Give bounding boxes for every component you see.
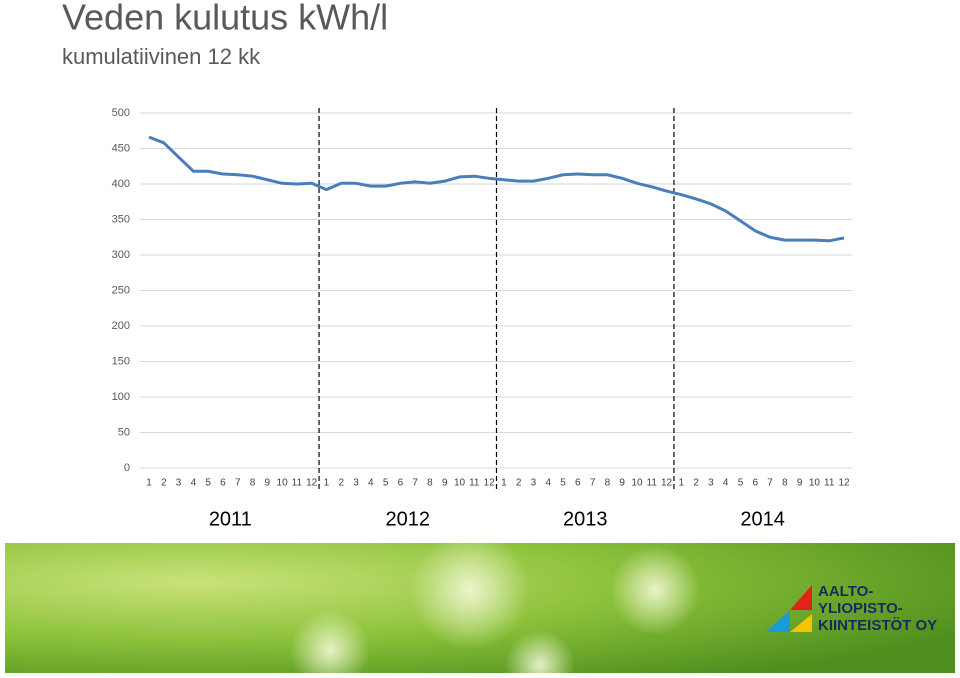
x-tick-label: 3 [708,478,714,489]
x-tick-label: 2 [693,478,699,489]
y-tick-label: 100 [112,391,130,403]
bokeh [610,545,700,635]
x-tick-label: 3 [531,478,537,489]
x-tick-label: 12 [306,478,318,489]
y-tick-label: 250 [112,284,130,296]
x-tick-label: 5 [383,478,389,489]
x-tick-label: 6 [575,478,581,489]
x-tick-label: 11 [647,478,658,489]
y-tick-label: 50 [118,426,130,438]
logo-text: AALTO- [818,583,873,600]
x-tick-label: 9 [442,478,448,489]
group-label: 2012 [386,508,431,530]
x-tick-label: 4 [368,478,374,489]
bokeh [505,630,575,678]
x-tick-label: 10 [631,478,643,489]
x-tick-label: 5 [738,478,744,489]
y-tick-label: 500 [112,107,130,119]
x-tick-label: 2 [516,478,522,489]
x-tick-label: 6 [752,478,758,489]
y-tick-label: 350 [112,213,130,225]
x-tick-label: 5 [560,478,566,489]
group-label: 2011 [209,508,252,530]
y-tick-label: 450 [112,142,130,154]
logo-mark [790,614,812,632]
x-tick-label: 9 [797,478,803,489]
x-tick-label: 4 [723,478,729,489]
x-tick-label: 9 [265,478,271,489]
x-tick-label: 8 [782,478,788,489]
x-tick-label: 7 [767,478,773,489]
x-tick-label: 8 [427,478,433,489]
x-tick-label: 4 [191,478,197,489]
group-label: 2014 [740,508,785,530]
x-tick-label: 2 [161,478,167,489]
group-label: 2013 [563,508,608,530]
x-tick-label: 10 [454,478,466,489]
x-tick-label: 1 [324,478,330,489]
x-tick-label: 1 [146,478,152,489]
footer-banner: AALTO- YLIOPISTO- KIINTEISTÖT OY [5,530,955,678]
bokeh [410,530,530,650]
x-tick-label: 3 [353,478,359,489]
x-tick-label: 9 [619,478,625,489]
bokeh [290,610,370,678]
y-tick-label: 400 [112,178,130,190]
logo-mark [766,610,790,632]
x-tick-label: 4 [545,478,551,489]
x-tick-label: 7 [412,478,418,489]
x-tick-label: 7 [235,478,241,489]
x-tick-label: 1 [679,478,685,489]
x-tick-label: 12 [838,478,850,489]
x-tick-label: 11 [469,478,480,489]
x-tick-label: 8 [250,478,256,489]
x-tick-label: 11 [824,478,835,489]
x-tick-label: 8 [605,478,611,489]
logo-text: KIINTEISTÖT OY [818,617,937,634]
x-tick-label: 12 [484,478,496,489]
y-tick-label: 200 [112,320,130,332]
x-tick-label: 11 [292,478,303,489]
chart-subtitle: kumulatiivinen 12 kk [62,44,261,69]
y-tick-label: 0 [124,462,130,474]
x-tick-label: 2 [338,478,344,489]
x-tick-label: 6 [398,478,404,489]
x-tick-label: 7 [590,478,596,489]
y-tick-label: 150 [112,355,130,367]
x-tick-label: 5 [205,478,211,489]
chart-title: Veden kulutus kWh/l [62,0,388,38]
data-line [148,135,845,243]
x-tick-label: 10 [277,478,289,489]
x-tick-label: 10 [809,478,821,489]
x-tick-label: 1 [501,478,507,489]
y-tick-label: 300 [112,249,130,261]
logo-text: YLIOPISTO- [818,600,903,617]
x-tick-label: 12 [661,478,673,489]
x-tick-label: 3 [176,478,182,489]
x-tick-label: 6 [220,478,226,489]
logo-mark [790,585,812,610]
